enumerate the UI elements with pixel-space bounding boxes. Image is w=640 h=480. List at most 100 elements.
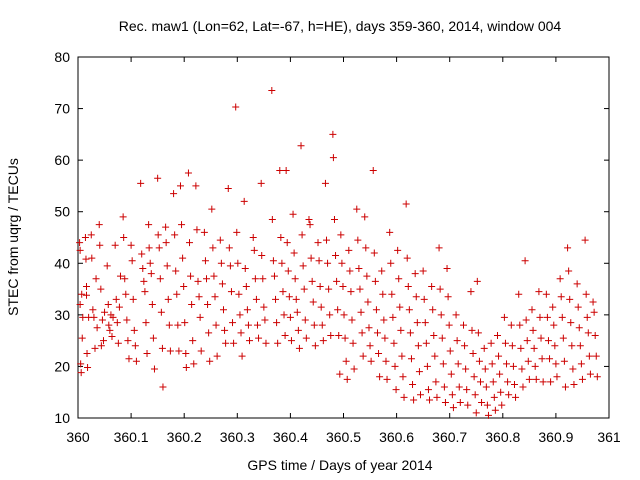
data-point	[503, 360, 511, 368]
data-point	[329, 154, 337, 162]
data-point	[415, 368, 423, 376]
data-point	[469, 350, 477, 358]
data-point	[508, 342, 516, 350]
data-point	[182, 363, 190, 371]
data-point	[284, 267, 292, 275]
data-point	[529, 326, 537, 334]
data-point	[323, 236, 331, 244]
data-point	[294, 326, 302, 334]
data-point	[226, 262, 234, 270]
data-point	[395, 275, 403, 283]
data-point	[159, 383, 167, 391]
data-point	[578, 375, 586, 383]
data-point	[482, 383, 490, 391]
y-tick-label: 10	[54, 410, 70, 426]
data-point	[575, 324, 583, 332]
data-point	[505, 391, 513, 399]
data-point	[422, 339, 430, 347]
data-point	[143, 350, 151, 358]
data-point	[515, 290, 523, 298]
data-point	[98, 316, 106, 324]
data-point	[193, 226, 201, 234]
data-point	[93, 324, 101, 332]
data-point	[145, 244, 153, 252]
x-tick-label: 360.5	[326, 429, 361, 445]
data-point	[397, 326, 405, 334]
data-point	[501, 339, 509, 347]
data-point	[292, 295, 300, 303]
data-point	[148, 301, 156, 309]
data-point	[537, 334, 545, 342]
data-point	[400, 393, 408, 401]
data-point	[399, 373, 407, 381]
x-tick-label: 360.7	[432, 429, 467, 445]
data-point	[559, 334, 567, 342]
data-point	[538, 355, 546, 363]
y-tick-label: 40	[54, 255, 70, 271]
data-point	[410, 396, 418, 404]
data-point	[314, 239, 322, 247]
data-point	[297, 142, 305, 150]
data-point	[251, 275, 259, 283]
data-point	[332, 252, 340, 260]
data-point	[174, 321, 182, 329]
data-point	[241, 264, 249, 272]
data-point	[106, 326, 114, 334]
data-point	[573, 280, 581, 288]
data-point	[556, 275, 564, 283]
data-point	[390, 339, 398, 347]
y-axis-label: STEC from uqrg / TECUs	[5, 158, 21, 316]
data-point	[138, 250, 146, 258]
data-point	[164, 295, 172, 303]
data-point	[394, 246, 402, 254]
data-point	[404, 282, 412, 290]
data-point	[81, 234, 89, 241]
data-point	[517, 344, 525, 352]
x-tick-label: 360.1	[114, 429, 149, 445]
data-point	[553, 373, 561, 381]
data-point	[165, 321, 173, 329]
data-point	[437, 311, 445, 319]
data-point	[343, 375, 351, 383]
data-point	[531, 362, 539, 370]
data-point	[439, 360, 447, 368]
data-point	[372, 306, 380, 314]
data-point	[172, 267, 180, 275]
data-point	[528, 306, 536, 314]
data-point	[203, 275, 211, 283]
data-point	[426, 396, 434, 404]
data-point	[139, 264, 147, 272]
data-point	[319, 337, 327, 345]
data-point	[221, 326, 229, 334]
data-point	[305, 215, 313, 223]
data-point	[131, 342, 139, 350]
data-point	[240, 197, 248, 205]
data-point	[178, 221, 186, 229]
data-point	[346, 267, 354, 275]
data-point	[570, 380, 578, 388]
data-point	[300, 285, 308, 293]
data-point	[467, 288, 475, 296]
data-point	[373, 329, 381, 337]
data-point	[557, 293, 565, 301]
data-point	[222, 339, 230, 347]
data-point	[115, 303, 123, 311]
data-point	[181, 319, 189, 327]
data-point	[325, 285, 333, 293]
data-point	[574, 303, 582, 311]
data-point	[82, 255, 90, 263]
data-point	[285, 293, 293, 301]
data-point	[349, 339, 357, 347]
data-point	[282, 166, 290, 174]
data-point	[123, 316, 131, 324]
data-point	[435, 244, 443, 252]
data-point	[525, 375, 533, 383]
data-point	[145, 221, 153, 229]
data-point	[162, 239, 170, 247]
data-point	[268, 87, 276, 95]
data-point	[105, 321, 113, 329]
data-point	[299, 262, 307, 270]
data-point	[227, 288, 235, 296]
data-point	[591, 331, 599, 339]
